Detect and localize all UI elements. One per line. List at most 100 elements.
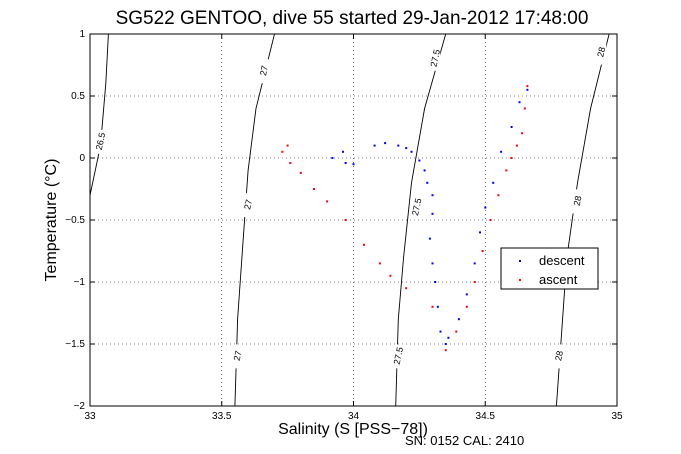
density-isolines: 26.5 27 27.5 28 27 27.5 28 27 27.5 28 — [90, 34, 610, 406]
isoline-26-5 — [90, 34, 109, 198]
ascent-point — [289, 162, 292, 164]
chart-title: SG522 GENTOO, dive 55 started 29-Jan-201… — [116, 8, 589, 29]
isoline-28 — [555, 34, 610, 406]
ascent-point — [497, 194, 500, 197]
ascent-point — [515, 144, 518, 147]
isoline-label-bg — [554, 344, 565, 369]
x-tick-label: 35 — [611, 411, 623, 422]
y-tick-label: −1 — [74, 277, 86, 288]
isoline-label-bg — [430, 46, 441, 71]
descent-point — [473, 262, 476, 265]
ascent-point — [510, 157, 513, 159]
x-tick-label: 34 — [348, 411, 360, 422]
isoline-label: 28 — [553, 350, 565, 362]
descent-point — [423, 169, 426, 172]
isoline-label: 28 — [572, 195, 584, 207]
descent-point — [479, 231, 481, 234]
y-tick-label: 0 — [79, 153, 85, 164]
isoline-label-bg — [95, 129, 106, 154]
descent-point — [434, 281, 437, 283]
isoline-label-bg — [411, 195, 422, 220]
legend-ascent-marker — [519, 279, 521, 281]
descent-point — [342, 150, 344, 153]
y-tick-label: −2 — [74, 401, 86, 412]
descent-point — [331, 157, 334, 159]
descent-point — [492, 181, 495, 184]
legend-box — [500, 247, 599, 290]
legend-descent-label: descent — [539, 253, 585, 268]
y-tick-label: −1.5 — [65, 339, 85, 350]
ascent-point — [378, 262, 381, 265]
descent-point — [352, 163, 355, 166]
isoline-label-bg — [572, 189, 583, 214]
isoline-label: 26.5 — [94, 132, 107, 151]
ascent-point — [489, 219, 492, 221]
isoline-label: 27.5 — [392, 346, 405, 365]
descent-point — [465, 293, 468, 296]
descent-point — [439, 330, 442, 333]
ascent-point — [523, 107, 526, 110]
descent-point — [405, 147, 408, 150]
descent-point — [426, 181, 429, 184]
legend-descent-marker — [519, 260, 521, 262]
x-tick-label: 34.5 — [476, 411, 496, 422]
ascent-point — [326, 200, 329, 203]
descent-point — [431, 212, 434, 215]
isoline-label-bg — [596, 40, 607, 65]
isoline-label-bg — [393, 344, 404, 369]
ascent-point — [505, 169, 508, 172]
descent-point — [431, 194, 434, 197]
descent-point — [410, 150, 413, 153]
descent-point — [447, 336, 450, 339]
ascent-point — [405, 287, 408, 290]
isoline-label-bg — [258, 59, 269, 84]
y-tick-label: 0.5 — [71, 91, 85, 102]
descent-point — [500, 150, 503, 153]
descent-point — [484, 206, 487, 209]
plot-area: 26.5 27 27.5 28 27 27.5 28 27 27.5 28 33 33.5 34 34.… — [65, 29, 623, 422]
ascent-point — [444, 349, 447, 352]
ascent-point — [465, 305, 468, 308]
descent-point — [344, 162, 347, 164]
y-tick-label: −0.5 — [65, 215, 85, 226]
ascent-point — [286, 144, 289, 147]
descent-point — [457, 318, 460, 321]
descent-point — [418, 159, 421, 162]
isoline-label-bg — [232, 344, 243, 369]
descent-point — [518, 101, 521, 104]
ascent-point — [299, 171, 302, 174]
isoline-label-bg — [243, 193, 254, 218]
isoline-label: 27 — [258, 65, 270, 77]
ascent-point — [481, 250, 484, 252]
isoline-label: 28 — [595, 46, 607, 58]
descent-point — [526, 88, 529, 91]
isoline-27-5 — [395, 34, 447, 406]
descent-point — [436, 305, 439, 308]
isoline-label: 27 — [242, 199, 254, 211]
ascent-point — [431, 305, 434, 308]
isoline-label: 27.5 — [429, 49, 442, 68]
isoline-label: 27 — [232, 350, 244, 362]
descent-point — [373, 144, 376, 147]
ascent-point — [473, 281, 476, 283]
descent-point — [428, 237, 431, 240]
ascent-point — [344, 219, 347, 221]
descent-point — [444, 343, 447, 345]
ascent-point — [526, 85, 529, 88]
axis-ticks: 33 33.5 34 34.5 35 1 0.5 0 −0.5 −1 −1.5 −2 — [65, 29, 623, 422]
descent-point — [431, 262, 434, 265]
x-tick-label: 33.5 — [212, 411, 232, 422]
ascent-point — [455, 330, 458, 333]
ascent-point — [389, 274, 392, 277]
x-axis-label: Salinity (S [PSS−78]) — [278, 421, 428, 438]
ascent-point — [281, 150, 284, 153]
descent-point — [397, 144, 400, 147]
ascent-point — [521, 132, 524, 135]
y-tick-label: 1 — [79, 29, 85, 40]
isoline-label: 27.5 — [410, 197, 423, 216]
data-points — [281, 85, 529, 352]
y-axis-label: Temperature (°C) — [43, 159, 60, 282]
legend: descent ascent — [500, 247, 599, 290]
descent-point — [384, 142, 387, 145]
